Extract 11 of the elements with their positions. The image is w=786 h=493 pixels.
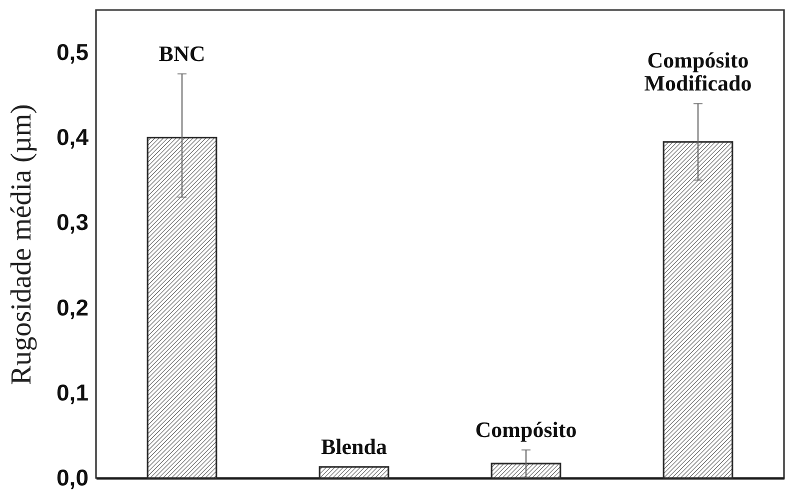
y-axis-title: Rugosidade média (µm) — [6, 104, 38, 385]
y-tick-label: 0,4 — [56, 124, 89, 150]
x-tick-label: Compósito — [475, 416, 577, 442]
y-tick-label: 0,0 — [56, 464, 88, 490]
y-tick-label: 0,1 — [56, 379, 89, 406]
y-tick-label: 0,2 — [56, 294, 88, 320]
y-tick-label: 0,5 — [56, 39, 89, 66]
x-tick-label: Blenda — [320, 434, 388, 459]
y-tick-label: 0,3 — [56, 209, 88, 236]
x-tick-label: Compósito Modificado — [644, 48, 752, 96]
x-tick-label: BNC — [158, 40, 206, 66]
